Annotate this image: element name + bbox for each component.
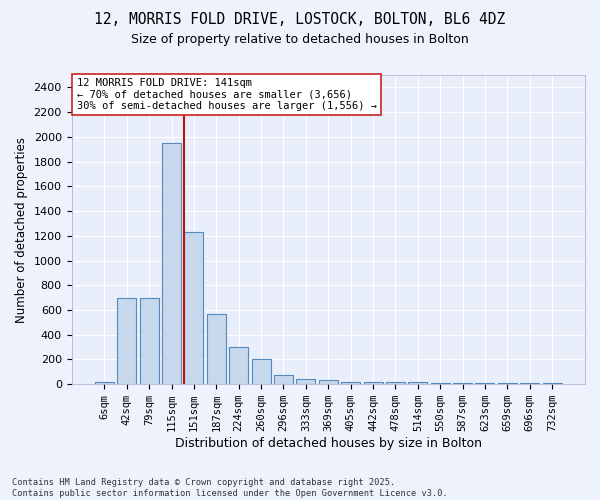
Bar [319,380,338,384]
Y-axis label: Number of detached properties: Number of detached properties [15,136,28,322]
Bar [162,143,181,384]
Bar [95,382,114,384]
Bar [542,383,562,384]
Bar [409,382,427,384]
Bar [498,383,517,384]
Bar [364,382,383,384]
Text: Contains HM Land Registry data © Crown copyright and database right 2025.
Contai: Contains HM Land Registry data © Crown c… [12,478,448,498]
Bar [251,360,271,384]
Bar [229,347,248,384]
Bar [184,232,203,384]
Bar [296,380,316,384]
X-axis label: Distribution of detached houses by size in Bolton: Distribution of detached houses by size … [175,437,482,450]
Bar [431,383,450,384]
Text: 12 MORRIS FOLD DRIVE: 141sqm
← 70% of detached houses are smaller (3,656)
30% of: 12 MORRIS FOLD DRIVE: 141sqm ← 70% of de… [77,78,377,112]
Bar [341,382,360,384]
Bar [117,298,136,384]
Text: 12, MORRIS FOLD DRIVE, LOSTOCK, BOLTON, BL6 4DZ: 12, MORRIS FOLD DRIVE, LOSTOCK, BOLTON, … [94,12,506,28]
Bar [520,383,539,384]
Bar [140,298,158,384]
Bar [207,314,226,384]
Bar [274,375,293,384]
Bar [386,382,405,384]
Bar [475,383,494,384]
Text: Size of property relative to detached houses in Bolton: Size of property relative to detached ho… [131,32,469,46]
Bar [453,383,472,384]
